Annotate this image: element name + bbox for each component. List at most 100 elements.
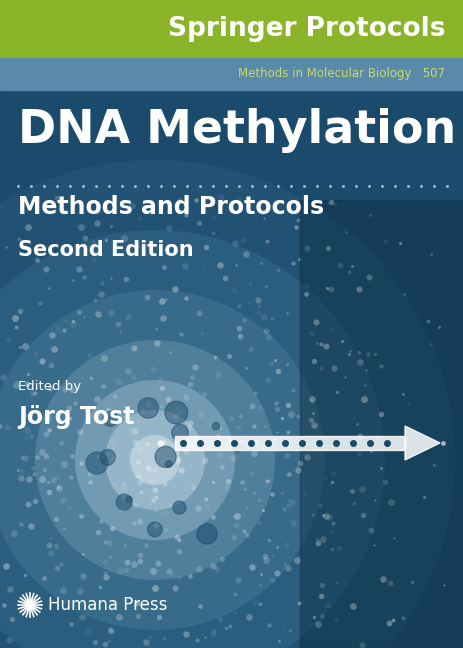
Point (110, 413, 117, 423)
Point (209, 212, 216, 222)
Point (264, 375, 271, 385)
Point (366, 272, 373, 282)
Point (328, 284, 335, 295)
Point (313, 338, 321, 349)
Point (364, 349, 371, 359)
Point (399, 389, 407, 399)
Point (53, 193, 60, 203)
Point (256, 536, 263, 546)
Point (287, 625, 294, 635)
Point (204, 444, 211, 454)
Point (120, 481, 128, 492)
Point (152, 505, 160, 515)
Point (358, 640, 366, 648)
Point (294, 465, 301, 475)
Point (136, 445, 143, 456)
Point (257, 599, 264, 609)
Point (320, 509, 327, 520)
Bar (175, 436, 405, 450)
Point (303, 243, 311, 253)
Point (250, 421, 258, 431)
Point (182, 629, 190, 639)
Point (225, 476, 232, 487)
Point (45, 487, 53, 497)
Point (86, 350, 93, 360)
Point (174, 456, 181, 466)
Point (57, 437, 65, 448)
Point (292, 222, 300, 232)
Point (319, 534, 326, 544)
Point (78, 424, 85, 434)
Point (240, 315, 248, 325)
Point (127, 408, 134, 418)
Point (267, 359, 275, 369)
Point (266, 619, 273, 630)
Point (150, 364, 157, 375)
Point (328, 477, 336, 487)
Point (136, 515, 144, 526)
Point (52, 541, 60, 551)
Point (61, 325, 68, 336)
Point (171, 583, 178, 594)
Point (183, 435, 191, 446)
Point (183, 392, 190, 402)
Point (33, 255, 40, 265)
Point (284, 495, 292, 505)
Point (10, 527, 18, 538)
Point (309, 510, 316, 520)
Point (5, 635, 13, 645)
Point (240, 526, 248, 537)
Point (68, 472, 75, 482)
Point (180, 196, 187, 206)
Point (121, 540, 128, 551)
Point (79, 571, 87, 581)
Point (70, 319, 77, 329)
Point (350, 498, 358, 509)
Text: Methods and Protocols: Methods and Protocols (18, 195, 324, 219)
Point (48, 330, 56, 340)
Point (131, 437, 138, 448)
Point (427, 248, 435, 259)
Point (226, 621, 233, 632)
Point (307, 327, 315, 338)
Point (194, 634, 201, 645)
Point (325, 511, 332, 522)
Point (367, 210, 374, 220)
Circle shape (155, 446, 176, 467)
Point (380, 573, 387, 584)
Point (272, 398, 280, 408)
Point (160, 313, 167, 323)
Circle shape (105, 410, 205, 510)
Point (106, 551, 113, 562)
Circle shape (173, 501, 186, 514)
Point (186, 417, 194, 428)
Point (242, 483, 249, 494)
Point (199, 262, 206, 273)
Point (177, 437, 185, 448)
Point (172, 284, 179, 294)
Point (158, 295, 165, 306)
Bar (300, 200, 463, 648)
Point (138, 487, 145, 498)
Point (80, 272, 87, 282)
Point (273, 427, 281, 437)
Point (217, 614, 224, 625)
Point (268, 312, 275, 323)
Point (245, 298, 253, 308)
Point (157, 401, 164, 411)
Point (164, 446, 171, 456)
Point (327, 197, 334, 207)
Point (261, 421, 269, 431)
Point (244, 378, 252, 389)
Point (261, 312, 268, 322)
Point (138, 603, 145, 613)
Point (338, 336, 346, 346)
Point (354, 419, 361, 430)
Point (247, 343, 254, 354)
Point (77, 511, 85, 522)
Point (387, 578, 394, 588)
Point (250, 488, 257, 498)
Point (144, 439, 151, 449)
Point (4, 335, 12, 345)
Point (272, 354, 279, 365)
